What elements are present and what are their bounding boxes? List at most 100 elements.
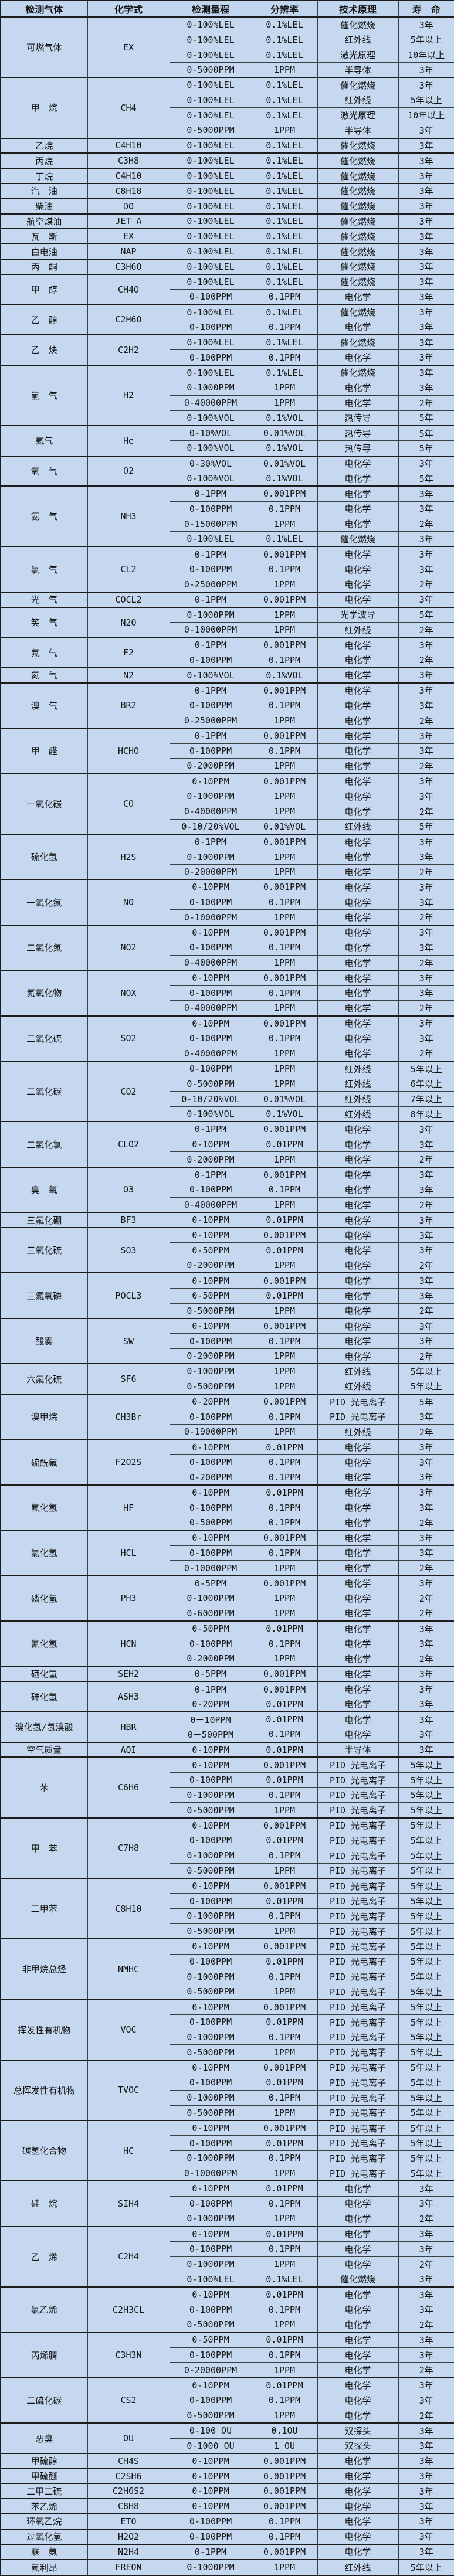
life-cell: 3年 [398,334,454,351]
tech-cell: 电化学 [317,1317,399,1334]
tech-cell: 电化学 [317,2407,399,2424]
table-row: 0-100%LEL 0.1%LEL 红外线 5年以上 [1,92,454,108]
life-cell: 2年 [398,2256,454,2272]
tech-cell: 电化学 [317,1575,399,1591]
resolution-cell: 1PPM [251,395,318,411]
resolution-cell: 0.001PPM [251,1575,318,1591]
range-cell: 0-40000PPM [169,954,252,971]
life-cell: 2年 [398,864,454,880]
tech-cell: 电化学 [317,1030,399,1046]
range-cell: 0-5000PPM [169,2105,252,2121]
gas-cell: 环氧乙烷 [0,2513,88,2530]
resolution-cell: 1PPM [251,62,318,78]
gas-cell: 酸雾 [0,1317,88,1364]
table-row: 恶臭 OU 0-100 OU 0.1OU 双探头 3年 [0,2422,454,2454]
life-cell: 5年以上 [398,2150,454,2166]
resolution-cell: 0.001PPM [251,1999,318,2015]
range-cell: 0-100PPM [169,1182,252,1198]
life-cell: 3年 [398,319,454,335]
table-row: 0-100PPM 0.1PPM 电化学 2年 [1,652,454,668]
resolution-cell: 0.1%LEL [251,16,318,33]
tech-cell: 电化学 [317,2241,399,2257]
range-cell: 0-100%VOL [169,1106,252,1122]
life-cell: 3年 [398,546,454,562]
tech-cell: 半导体 [317,62,399,78]
formula-cell: POCL3 [87,1272,170,1319]
table-row: 二氧化硫 SO2 0-10PPM 0.001PPM 电化学 3年 [0,1015,454,1062]
formula-cell: BF3 [87,1212,170,1228]
range-cell: 0-10PPM [169,2180,252,2197]
range-cell: 0-10/20%VOL [169,818,252,835]
range-cell: 0-1000PPM [169,1591,252,1606]
table-row: 0-100%VOL 0.1%VOL 电化学 5年 [1,470,454,487]
life-cell: 3年 [398,1575,454,1591]
table-row: 0-1000PPM 0.1PPM PID 光电离子 5年以上 [1,2089,454,2106]
life-cell: 2年 [398,1514,454,1531]
life-cell: 3年 [398,2498,454,2514]
resolution-cell: 0.001PPM [251,1756,318,1773]
life-cell: 5年以上 [398,1061,454,1077]
resolution-cell: 0.1%VOL [251,440,318,457]
tech-cell: 红外线 [317,2558,399,2576]
table-row: 氮氧化物 NOX 0-10PPM 0.001PPM 电化学 3年 [0,970,454,1017]
gas-cell: 汽 油 [0,182,88,199]
gas-cell: 瓦 斯 [0,228,88,244]
table-row: 0-1000PPM 0.1PPM PID 光电离子 5年以上 [1,1908,454,1924]
resolution-cell: 1PPM [251,622,318,638]
range-cell: 0-10000PPM [169,1560,252,1576]
tech-cell: 电化学 [317,546,399,562]
table-row: 0-10000PPM 1PPM 电化学 2年 [1,909,454,926]
life-cell: 3年 [398,667,454,684]
life-cell: 3年 [398,259,454,275]
range-cell: 0-5000PPM [169,1923,252,1939]
tech-cell: 电化学 [317,712,399,729]
range-cell: 0-100PPM [169,652,252,668]
life-cell: 3年 [398,228,454,244]
range-cell: 0-100PPM [169,1333,252,1349]
life-cell: 5年以上 [398,1817,454,1833]
life-cell: 7年以上 [398,1091,454,1107]
resolution-cell: 1PPM [251,712,318,729]
tech-cell: 电化学 [317,788,399,804]
table-row: 乙烷 C4H10 0-100%LEL 0.1%LEL 催化燃烧 3年 [0,137,454,154]
tech-cell: PID 光电离子 [317,2165,399,2181]
tech-cell: PID 光电离子 [317,2150,399,2166]
resolution-cell: 0.1%LEL [251,213,318,229]
range-cell: 0-100PPM [169,1030,252,1046]
tech-cell: 催化燃烧 [317,273,399,290]
resolution-cell: 0.1%LEL [251,32,318,48]
life-cell: 3年 [398,1636,454,1652]
life-cell: 5年以上 [398,2014,454,2030]
table-row: 甲 醛 HCHO 0-1PPM 0.001PPM 电化学 3年 [0,728,454,774]
life-cell: 2年 [398,622,454,638]
table-row: 氟 气 F2 0-1PPM 0.001PPM 电化学 3年 [0,637,454,668]
table-row: 白电油 NAP 0-100%LEL 0.1%LEL 催化燃烧 3年 [0,243,454,260]
resolution-cell: 0.01PPM [251,2286,318,2303]
range-cell: 0-10PPM [169,1938,252,1955]
tech-cell: 电化学 [317,637,399,653]
life-cell: 3年 [398,304,454,320]
table-row: 非甲烷总烃 NMHC 0-10PPM 0.001PPM PID 光电离子 5年以上 [0,1938,454,2000]
range-cell: 0-100%LEL [169,259,252,275]
gas-cell: 乙 烯 [0,2225,88,2288]
life-cell: 2年 [398,712,454,729]
table-row: 甲 醇 CH4O 0-100%LEL 0.1%LEL 催化燃烧 3年 [0,273,454,305]
formula-cell: OU [87,2422,170,2454]
gas-cell: 臭 氧 [0,1166,88,1213]
gas-cell: 氮 气 [0,667,88,684]
range-cell: 0-1000PPM [169,1847,252,1864]
life-cell: 5年以上 [398,1923,454,1939]
tech-cell: 电化学 [317,1696,399,1712]
life-cell: 3年 [398,591,454,608]
formula-cell: PH3 [87,1575,170,1622]
tech-cell: 电化学 [317,349,399,366]
life-cell: 2年 [398,1591,454,1606]
range-cell: 0-100PPM [169,698,252,713]
resolution-cell: 0.001PPM [251,1681,318,1697]
resolution-cell: 0.1%LEL [251,152,318,169]
tech-cell: 电化学 [317,728,399,744]
range-cell: 0-1000PPM [169,2150,252,2166]
life-cell: 3年 [398,1696,454,1712]
range-cell: 0-100%VOL [169,667,252,684]
tech-cell: 催化燃烧 [317,364,399,380]
